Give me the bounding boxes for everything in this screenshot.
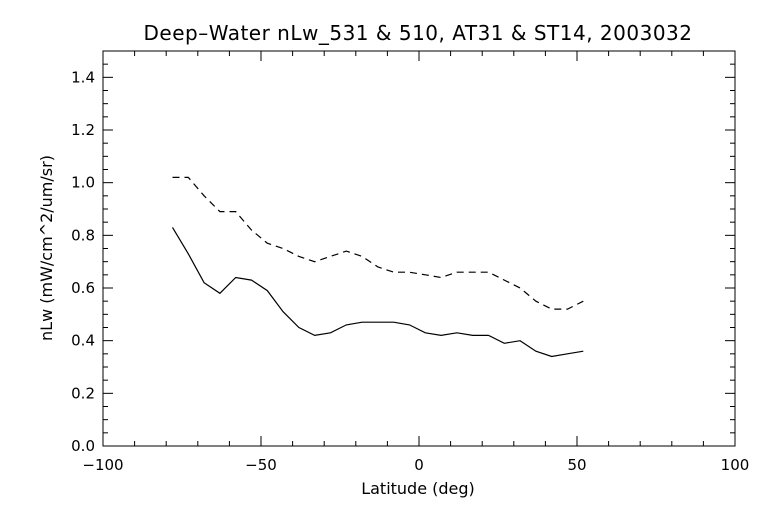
x-tick-label: −50 — [245, 456, 277, 474]
tick-marks — [102, 50, 736, 447]
y-tick-label: 0.8 — [71, 226, 95, 244]
x-tick-label: 50 — [567, 456, 586, 474]
y-tick-label: 0.0 — [71, 437, 95, 455]
y-tick-label: 1.4 — [71, 68, 95, 86]
tick-labels: −100 −50 0 50 100 0.0 0.2 0.4 0.6 0.8 1.0 1.2 1.4 — [71, 68, 749, 474]
y-tick-label: 0.6 — [71, 279, 95, 297]
x-tick-label: 100 — [721, 456, 750, 474]
y-tick-label: 0.2 — [71, 384, 95, 402]
plot-frame — [102, 50, 736, 447]
series-lines — [171, 176, 584, 358]
x-tick-label: −100 — [82, 456, 123, 474]
y-tick-label: 0.4 — [71, 332, 95, 350]
chart-title: Deep–Water nLw_531 & 510, AT31 & ST14, 2… — [144, 21, 693, 45]
series-line-solid — [171, 227, 584, 358]
y-tick-label: 1.0 — [71, 174, 95, 192]
x-tick-label: 0 — [414, 456, 424, 474]
x-axis-title: Latitude (deg) — [361, 479, 475, 498]
series-line-dashed — [172, 176, 584, 310]
y-tick-label: 1.2 — [71, 121, 95, 139]
y-axis-title: nLw (mW/cm^2/um/sr) — [37, 155, 56, 341]
